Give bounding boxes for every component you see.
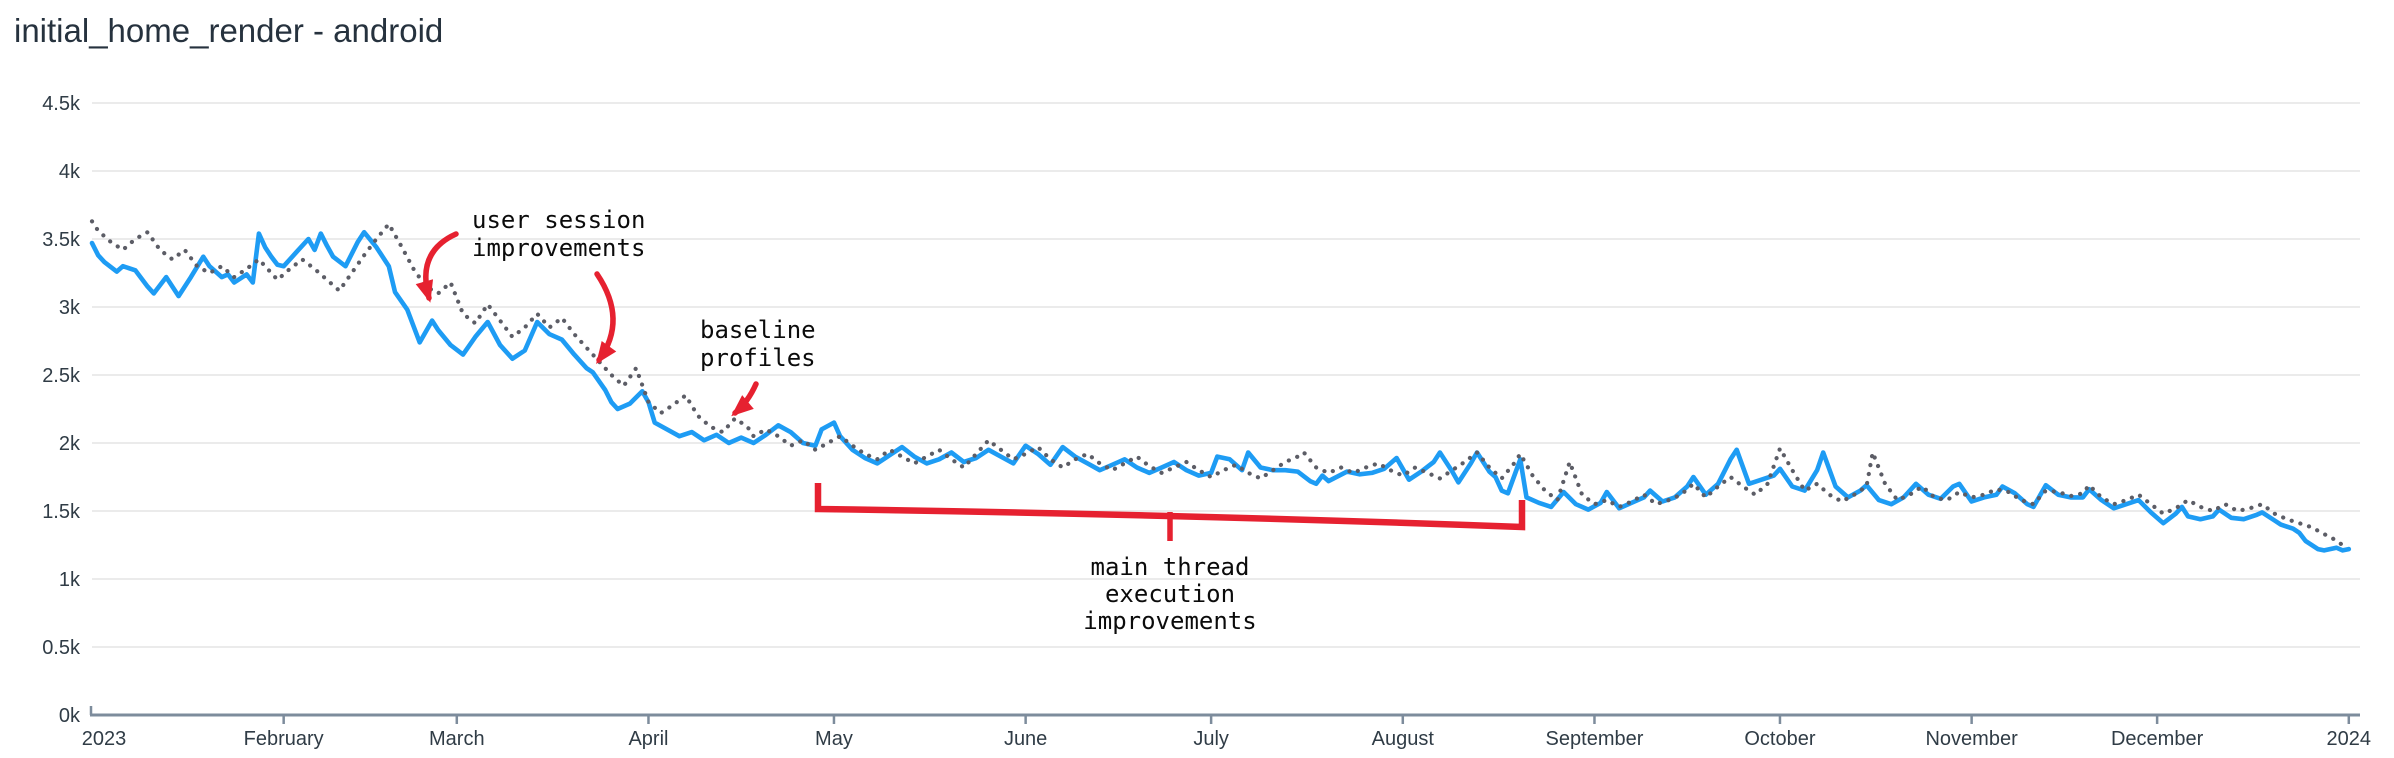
chart-title: initial_home_render - android xyxy=(14,12,444,49)
y-tick-label: 2k xyxy=(59,433,81,455)
annotation-text: improvements xyxy=(1083,607,1256,635)
y-tick-label: 0k xyxy=(59,705,81,727)
annotation-text: execution xyxy=(1105,580,1235,608)
annotation-arrow xyxy=(415,231,459,303)
annotation-text: profiles xyxy=(700,344,816,372)
y-axis-labels: 0k 0.5k 1k 1.5k 2k 2.5k 3k 3.5k 4k 4.5k xyxy=(42,93,81,727)
annotation-text: user session xyxy=(472,206,645,234)
x-tick-label: November xyxy=(1925,728,2018,750)
x-tick-label: April xyxy=(628,728,668,750)
x-tick-label: December xyxy=(2111,728,2204,750)
y-tick-label: 4.5k xyxy=(42,93,81,115)
annotation-arrow xyxy=(731,381,759,417)
x-tick-label: February xyxy=(244,728,324,750)
grid-lines xyxy=(92,102,2360,648)
x-tick-label: June xyxy=(1004,728,1047,750)
y-tick-label: 4k xyxy=(59,161,81,183)
y-tick-label: 0.5k xyxy=(42,637,81,659)
x-tick-label: July xyxy=(1193,728,1229,750)
x-tick-label: May xyxy=(815,728,853,750)
annotation-text: baseline xyxy=(700,316,816,344)
annotation-text: improvements xyxy=(472,234,645,262)
y-tick-label: 2.5k xyxy=(42,365,81,387)
annotation-text: main thread xyxy=(1091,553,1250,581)
x-axis: 2023 February March April May June July August S… xyxy=(82,706,2371,750)
y-tick-label: 1.5k xyxy=(42,501,81,523)
x-tick-label: March xyxy=(429,728,485,750)
x-tick-label: August xyxy=(1372,728,1435,750)
x-tick-label: October xyxy=(1744,728,1815,750)
series-current-period xyxy=(89,229,2352,553)
x-tick-label: September xyxy=(1546,728,1644,750)
x-tick-label: 2024 xyxy=(2327,728,2372,750)
series-previous-period xyxy=(89,219,2351,550)
y-tick-label: 1k xyxy=(59,569,81,591)
y-tick-label: 3.5k xyxy=(42,229,81,251)
y-tick-label: 3k xyxy=(59,297,81,319)
annotation-arrow xyxy=(594,271,617,365)
x-tick-label: 2023 xyxy=(82,728,127,750)
